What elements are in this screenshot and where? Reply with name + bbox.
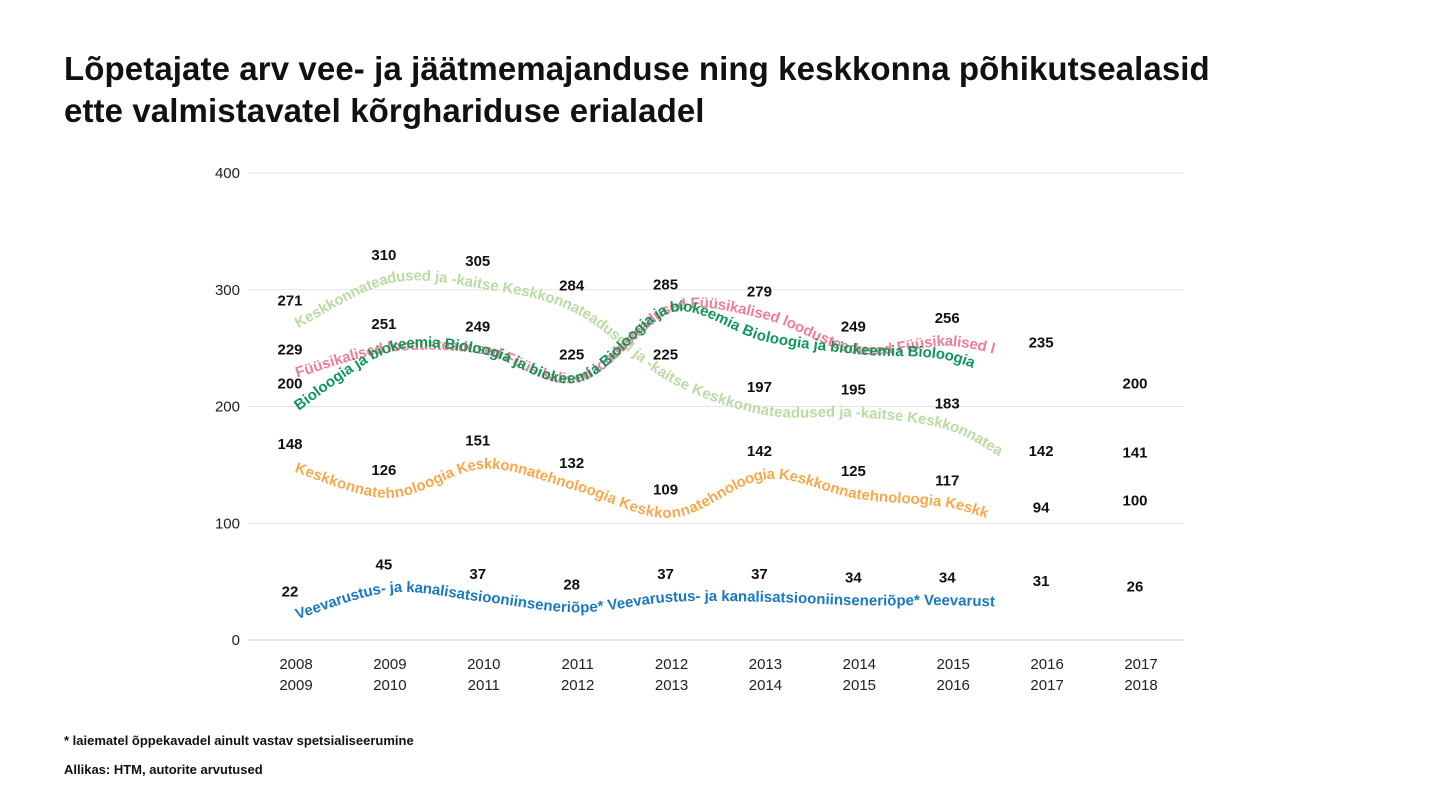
x-tick-label: 2010 <box>467 656 500 673</box>
series-lines: Keskkonnateadused ja -kaitse Keskkonnate… <box>291 267 1006 623</box>
x-tick-label: 2008 <box>279 656 312 673</box>
data-label: 151 <box>465 433 490 450</box>
series-line-4: Veevarustus- ja kanalisatsiooniinseneriõ… <box>293 579 995 623</box>
data-label: 305 <box>465 253 490 270</box>
data-label: 142 <box>1029 443 1054 460</box>
data-label: 117 <box>935 472 959 489</box>
data-label: 284 <box>559 277 585 294</box>
x-tick-label: 2014 <box>843 656 876 673</box>
data-label: 26 <box>1127 579 1144 596</box>
data-label: 229 <box>277 342 302 359</box>
x-tick-label: 2013 <box>749 656 782 673</box>
chart-title-line1: Lõpetajate arv vee- ja jäätmemajanduse n… <box>64 50 1210 87</box>
data-label: 251 <box>371 316 396 333</box>
x-tick-label: 2011 <box>562 656 594 673</box>
y-tick-label: 400 <box>215 165 240 182</box>
data-label: 45 <box>376 556 393 573</box>
data-label: 125 <box>841 463 866 480</box>
data-label: 235 <box>1029 335 1054 352</box>
data-label: 200 <box>277 376 302 393</box>
x-tick-label: 2009 <box>373 656 406 673</box>
chart-title-line2: ette valmistavatel kõrghariduse erialade… <box>64 92 705 129</box>
x-tick-label: 2011 <box>468 677 500 694</box>
data-label: 225 <box>559 346 584 363</box>
data-label: 183 <box>935 395 960 412</box>
x-tick-label: 2012 <box>655 656 688 673</box>
data-label: 100 <box>1122 492 1147 509</box>
data-label: 249 <box>465 318 490 335</box>
data-label: 22 <box>282 583 299 600</box>
data-label: 285 <box>653 276 678 293</box>
series-line-3: Keskkonnatehnoloogia Keskkonnatehnoloogi… <box>293 456 991 523</box>
data-label: 195 <box>841 381 866 398</box>
data-label: 142 <box>747 443 772 460</box>
data-label: 249 <box>841 318 866 335</box>
data-label: 28 <box>563 576 580 593</box>
data-label: 200 <box>1122 376 1147 393</box>
data-label: 34 <box>845 569 862 586</box>
data-label: 225 <box>653 346 678 363</box>
data-label: 271 <box>277 293 302 310</box>
data-label: 31 <box>1033 573 1050 590</box>
x-tick-label: 2018 <box>1124 677 1157 694</box>
data-label: 132 <box>559 455 584 472</box>
y-axis-ticks: 0 100 200 300 400 <box>215 165 240 649</box>
x-tick-label: 2012 <box>561 677 594 694</box>
data-labels: 271 310 305 284 225 197 195 183 142 141 229 251 249 2… <box>277 247 1147 600</box>
data-label: 256 <box>935 310 960 327</box>
x-tick-label: 2014 <box>749 677 782 694</box>
x-tick-label: 2017 <box>1030 677 1063 694</box>
source-note: Allikas: HTM, autorite arvutused <box>64 762 263 777</box>
data-label: 94 <box>1033 499 1050 516</box>
x-tick-label: 2016 <box>937 677 970 694</box>
x-tick-label: 2009 <box>279 677 312 694</box>
data-label: 148 <box>277 436 302 453</box>
data-label: 37 <box>469 566 486 583</box>
x-tick-label: 2015 <box>843 677 876 694</box>
y-tick-label: 300 <box>215 282 240 299</box>
y-tick-label: 0 <box>232 632 240 649</box>
y-tick-label: 100 <box>215 515 240 532</box>
series-line-0: Keskkonnateadused ja -kaitse Keskkonnate… <box>292 267 1007 460</box>
x-tick-label: 2017 <box>1124 656 1157 673</box>
data-label: 34 <box>939 569 956 586</box>
data-label: 141 <box>1122 444 1147 461</box>
grid-lines <box>248 172 1184 641</box>
x-tick-label: 2015 <box>937 656 970 673</box>
x-axis-ticks: 2008 2009 2009 2010 2010 2011 2011 2012 2012 2013… <box>279 656 1157 694</box>
chart-title: Lõpetajate arv vee- ja jäätmemajanduse n… <box>64 48 1364 132</box>
x-tick-label: 2013 <box>655 677 688 694</box>
data-label: 37 <box>657 566 674 583</box>
data-label: 126 <box>371 462 396 479</box>
x-tick-label: 2010 <box>373 677 406 694</box>
data-label: 279 <box>747 283 772 300</box>
footnote: * laiematel õppekavadel ainult vastav sp… <box>64 733 414 748</box>
data-label: 37 <box>751 566 768 583</box>
data-label: 197 <box>747 379 772 396</box>
data-label: 109 <box>653 482 678 499</box>
data-label: 310 <box>371 247 396 264</box>
x-tick-label: 2016 <box>1030 656 1063 673</box>
y-tick-label: 200 <box>215 399 240 416</box>
